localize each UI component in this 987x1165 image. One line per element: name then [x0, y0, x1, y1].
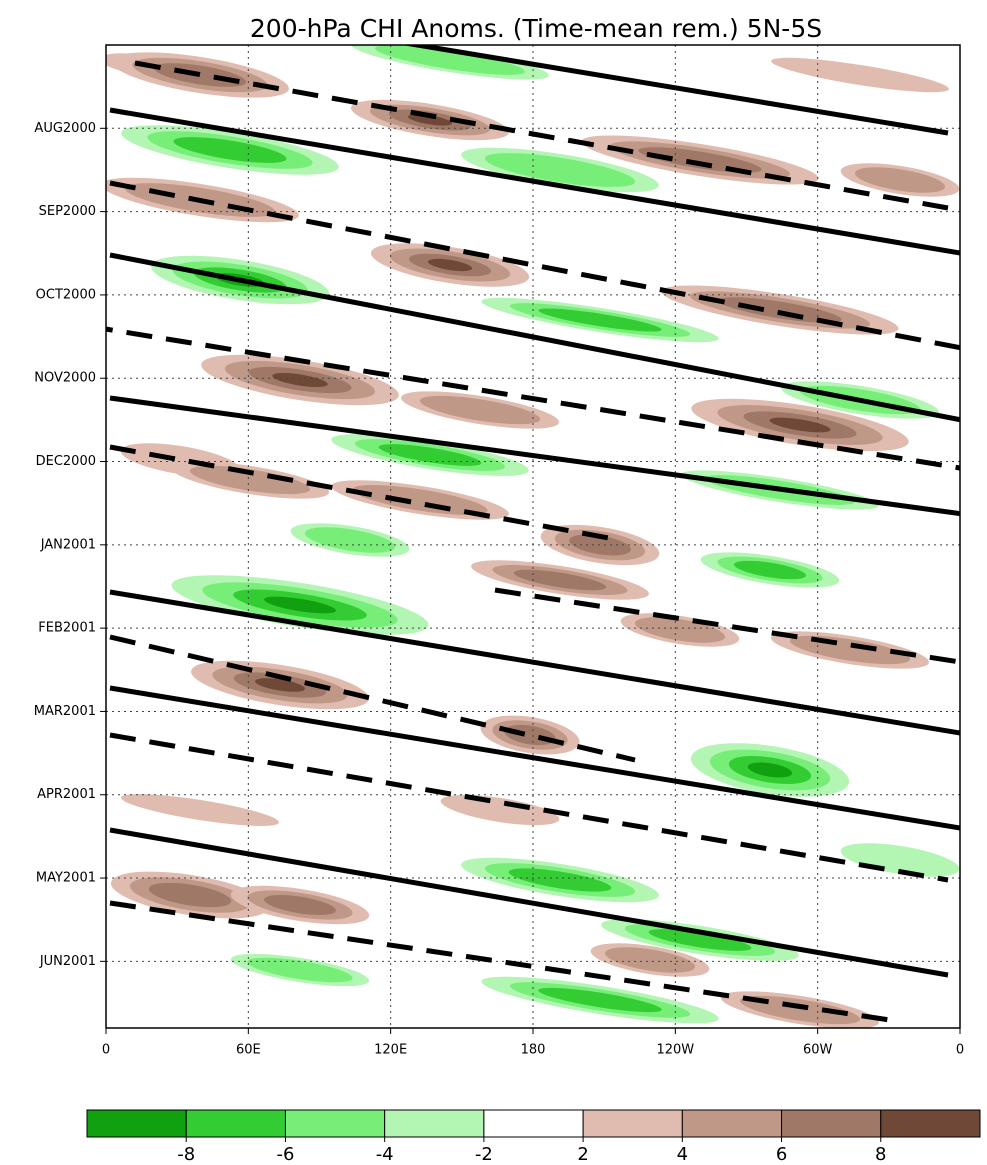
anomaly-patch	[508, 868, 612, 892]
dashed-line	[106, 326, 960, 471]
anomaly-patch	[378, 444, 482, 466]
anomaly-patch	[648, 929, 752, 951]
anomaly-patch	[771, 57, 949, 93]
y-tick-label: AUG2000	[34, 121, 96, 136]
colorbar-label: 4	[677, 1144, 688, 1165]
anomaly-patch	[718, 297, 842, 323]
x-tick-label: 60E	[236, 1043, 261, 1058]
solid-line	[109, 685, 960, 831]
y-tick-label: FEB2001	[38, 621, 96, 636]
dashed-line	[109, 444, 621, 543]
anomaly-patch	[120, 794, 280, 826]
colorbar-label: -2	[475, 1144, 493, 1165]
colorbar-label: -4	[376, 1144, 394, 1165]
solid-line	[109, 252, 960, 423]
colorbar-label: -6	[276, 1144, 294, 1165]
x-tick-label: 180	[521, 1043, 546, 1058]
solid-line	[109, 107, 960, 256]
colorbar-swatch	[185, 1109, 286, 1138]
y-tick-label: OCT2000	[36, 287, 96, 302]
x-tick-label: 120W	[656, 1043, 694, 1058]
colorbar-swatch	[681, 1109, 783, 1138]
anomaly-patch	[854, 167, 946, 193]
dashed-line	[134, 60, 949, 211]
anomaly-patch	[419, 395, 541, 425]
solid-line	[401, 45, 949, 136]
colorbar-swatch	[284, 1109, 386, 1138]
anomaly-patch	[407, 114, 453, 126]
colorbar-swatch	[781, 1109, 882, 1138]
colorbar-swatch	[86, 1109, 187, 1138]
anomaly-patch	[638, 147, 762, 173]
anomaly-patch	[538, 308, 662, 332]
anomaly-patch	[789, 635, 911, 665]
phase-lines	[106, 45, 960, 1023]
colorbar-label: -8	[177, 1144, 195, 1165]
anomaly-patch	[634, 617, 726, 643]
anomaly-patch	[484, 153, 636, 187]
anomaly-patch	[264, 596, 336, 614]
colorbar-label: 2	[577, 1144, 588, 1165]
x-tick-label: 0	[102, 1043, 110, 1058]
x-tick-label: 60W	[803, 1043, 833, 1058]
y-tick-label: DEC2000	[36, 454, 96, 469]
dashed-line	[109, 900, 891, 1023]
dashed-line	[109, 732, 949, 883]
colorbar-swatch	[880, 1109, 981, 1138]
anomaly-patch	[769, 417, 831, 433]
anomaly-patch	[739, 995, 861, 1025]
anomaly-patch	[264, 895, 336, 915]
anomaly-patch	[148, 882, 232, 908]
anomaly-patch	[247, 957, 353, 983]
y-tick-label: APR2001	[37, 787, 96, 802]
anomaly-patch	[173, 137, 287, 163]
anomaly-patch	[734, 560, 806, 580]
anomaly-patch	[255, 678, 305, 692]
anomaly-patch	[427, 258, 473, 272]
solid-line	[109, 827, 949, 978]
x-tick-label: 0	[956, 1043, 964, 1058]
anomaly-patch	[747, 762, 793, 778]
anomaly-patch	[538, 987, 662, 1013]
dashed-line	[109, 634, 636, 763]
anomaly-patch	[189, 465, 311, 495]
y-tick-label: JUN2001	[39, 954, 96, 969]
anomaly-patch	[604, 947, 696, 973]
solid-line	[109, 395, 960, 517]
colorbar-swatch	[582, 1109, 683, 1138]
anomaly-patch	[440, 794, 560, 826]
anomaly-patch	[840, 843, 960, 877]
anomaly-patch	[374, 45, 526, 75]
colorbar-swatch	[483, 1109, 584, 1138]
x-tick-label: 120E	[374, 1043, 407, 1058]
anomaly-patch	[513, 569, 607, 591]
y-tick-label: SEP2000	[39, 204, 96, 219]
chart-title: 200-hPa CHI Anoms. (Time-mean rem.) 5N-5…	[250, 14, 822, 43]
anomaly-patch	[272, 372, 328, 388]
anomaly-patch	[352, 485, 488, 515]
y-tick-label: MAY2001	[36, 871, 96, 886]
y-tick-label: MAR2001	[34, 704, 96, 719]
anomaly-patch	[304, 527, 396, 553]
dashed-line	[109, 180, 960, 351]
colorbar-label: 6	[776, 1144, 787, 1165]
colorbar-label: 8	[875, 1144, 886, 1165]
y-tick-label: JAN2001	[40, 537, 96, 552]
y-tick-label: NOV2000	[34, 371, 96, 386]
colorbar-swatch	[384, 1109, 485, 1138]
solid-line	[109, 589, 960, 736]
